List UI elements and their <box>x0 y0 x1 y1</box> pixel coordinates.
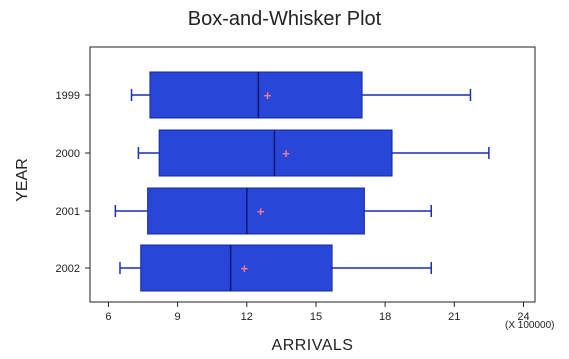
box-2001 <box>147 187 365 235</box>
mean-marker: + <box>241 261 249 276</box>
x-tick-label: 24 <box>517 311 529 323</box>
chart-title: Box-and-Whisker Plot <box>187 8 382 30</box>
y-tick-label: 2000 <box>56 148 80 160</box>
x-tick-label: 18 <box>379 311 391 323</box>
box-1999 <box>149 71 363 119</box>
box-2000 <box>158 129 393 177</box>
mean-marker: + <box>264 88 272 103</box>
y-tick-label: 2001 <box>56 206 80 218</box>
x-axis-scale-note: (X 100000) <box>505 320 555 331</box>
x-tick-label: 12 <box>241 311 253 323</box>
x-tick-label: 6 <box>105 311 111 323</box>
mean-marker: + <box>257 204 265 219</box>
y-tick-label: 1999 <box>56 90 80 102</box>
x-axis-label: ARRIVALS <box>271 337 354 354</box>
mean-marker: + <box>282 146 290 161</box>
box-2002 <box>140 244 333 292</box>
plot-frame <box>89 46 536 303</box>
y-tick-label: 2002 <box>56 263 80 275</box>
x-tick-label: 21 <box>448 311 460 323</box>
x-tick-label: 15 <box>310 311 322 323</box>
x-tick-label: 9 <box>175 311 181 323</box>
